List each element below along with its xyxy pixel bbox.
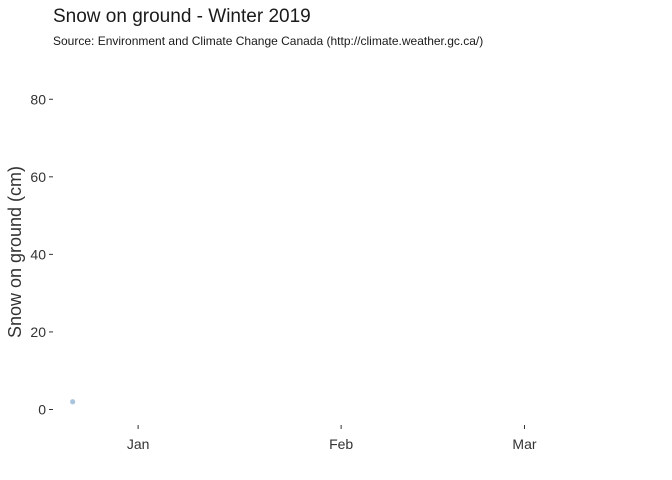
y-tick-label-1: 20 — [30, 324, 46, 340]
x-tick-label-0: Jan — [127, 436, 150, 452]
data-point-0-0 — [70, 399, 76, 405]
y-tick-label-4: 80 — [30, 91, 46, 107]
x-axis: Jan Feb Mar — [127, 425, 537, 452]
y-axis: 0 20 40 60 80 — [30, 91, 53, 417]
y-tick-label-2: 40 — [30, 246, 46, 262]
y-tick-label-0: 0 — [38, 401, 46, 417]
y-tick-label-3: 60 — [30, 169, 46, 185]
chart-subtitle: Source: Environment and Climate Change C… — [53, 34, 484, 48]
y-axis-title: Snow on ground (cm) — [5, 166, 25, 338]
data-points — [70, 399, 76, 405]
x-tick-label-2: Mar — [512, 436, 536, 452]
chart-title: Snow on ground - Winter 2019 — [53, 6, 311, 27]
x-tick-label-1: Feb — [329, 436, 353, 452]
